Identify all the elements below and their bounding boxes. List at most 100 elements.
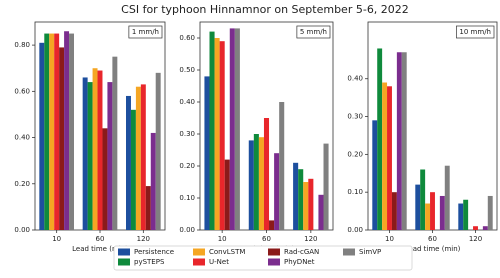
panel-label-box xyxy=(456,25,495,39)
bar xyxy=(145,186,151,230)
legend-label: U-Net xyxy=(209,258,229,266)
bar xyxy=(430,192,435,230)
bar xyxy=(107,82,113,230)
bar xyxy=(425,203,431,230)
bar xyxy=(279,102,285,230)
bar xyxy=(92,68,98,230)
legend-label: Persistence xyxy=(134,248,174,256)
bar xyxy=(44,33,50,230)
bar xyxy=(102,128,108,230)
bar xyxy=(155,72,161,230)
y-tick-label: 0.30 xyxy=(347,113,363,121)
legend-swatch xyxy=(343,248,355,256)
bar xyxy=(308,178,314,230)
legend-label: PhyDNet xyxy=(284,258,315,266)
bar xyxy=(303,182,309,230)
bar xyxy=(269,220,275,230)
x-tick-label: 120 xyxy=(304,235,317,243)
bar xyxy=(293,162,299,230)
x-tick-label: 60 xyxy=(428,235,437,243)
bar xyxy=(473,226,478,230)
bar xyxy=(382,82,388,230)
bar xyxy=(209,31,215,230)
y-tick-label: 0.00 xyxy=(14,226,30,234)
bar xyxy=(229,28,235,231)
bar xyxy=(387,86,392,230)
bar xyxy=(214,38,220,230)
y-tick-label: 0.10 xyxy=(347,188,363,196)
bar xyxy=(458,203,464,230)
bar xyxy=(135,86,141,230)
bar xyxy=(126,95,131,230)
y-tick-label: 0.20 xyxy=(14,180,30,188)
x-axis-label: Lead time (min) xyxy=(72,245,128,253)
legend-label: ConvLSTM xyxy=(209,248,245,256)
bar xyxy=(219,41,225,231)
x-tick-label: 120 xyxy=(137,235,150,243)
x-tick-label: 10 xyxy=(385,235,394,243)
legend-label: SimVP xyxy=(359,248,381,256)
bar xyxy=(298,169,304,230)
bar xyxy=(248,140,254,230)
bar xyxy=(463,199,469,230)
bar xyxy=(97,70,103,231)
bar xyxy=(401,52,407,230)
bar xyxy=(204,76,210,231)
chart-title: CSI for typhoon Hinnamnor on September 5… xyxy=(121,3,409,16)
bar xyxy=(439,195,445,230)
bar xyxy=(49,33,55,230)
bar xyxy=(112,56,118,230)
bar xyxy=(391,192,397,230)
legend-swatch xyxy=(268,258,280,266)
bar xyxy=(263,118,270,230)
y-tick-label: 0.60 xyxy=(179,34,195,42)
bar xyxy=(253,134,259,230)
panel-label: 10 mm/h xyxy=(459,28,491,36)
bar xyxy=(224,159,230,230)
legend-label: Rad-cGAN xyxy=(284,248,319,256)
y-tick-label: 0.80 xyxy=(14,41,30,49)
bar xyxy=(69,33,74,230)
bar xyxy=(274,153,280,230)
x-tick-label: 10 xyxy=(218,235,227,243)
panel-label-box xyxy=(296,25,331,39)
y-tick-label: 0.20 xyxy=(179,162,195,170)
bar xyxy=(59,47,65,230)
bar xyxy=(39,42,45,230)
panel-label: 5 mm/h xyxy=(300,28,327,36)
bar xyxy=(54,33,60,230)
bar xyxy=(482,226,488,230)
bar xyxy=(140,84,146,231)
bar xyxy=(258,137,264,230)
legend-frame xyxy=(113,245,413,271)
y-tick-label: 0.00 xyxy=(347,226,363,234)
bar xyxy=(323,143,329,230)
legend-swatch xyxy=(118,258,130,266)
legend-swatch xyxy=(193,248,205,256)
legend-swatch xyxy=(118,248,130,256)
legend-swatch xyxy=(193,258,205,266)
bar xyxy=(130,109,136,230)
bar xyxy=(372,120,378,230)
y-tick-label: 0.10 xyxy=(179,194,195,202)
bar xyxy=(487,195,493,230)
y-tick-label: 0.40 xyxy=(14,134,30,142)
x-tick-label: 60 xyxy=(96,235,105,243)
bar xyxy=(420,169,426,230)
legend-swatch xyxy=(268,248,280,256)
y-tick-label: 0.50 xyxy=(179,66,195,74)
bar xyxy=(444,165,450,230)
bar xyxy=(318,194,324,230)
y-tick-label: 0.20 xyxy=(347,150,363,158)
x-tick-label: 60 xyxy=(262,235,271,243)
x-axis-label: Lead time (min) xyxy=(405,245,461,253)
bar xyxy=(396,52,402,230)
bar xyxy=(64,31,70,230)
bar xyxy=(82,77,88,230)
y-tick-label: 0.60 xyxy=(14,87,30,95)
bar xyxy=(87,82,93,230)
panel-label-box xyxy=(128,25,163,39)
bar xyxy=(150,132,156,230)
bar xyxy=(377,48,383,230)
